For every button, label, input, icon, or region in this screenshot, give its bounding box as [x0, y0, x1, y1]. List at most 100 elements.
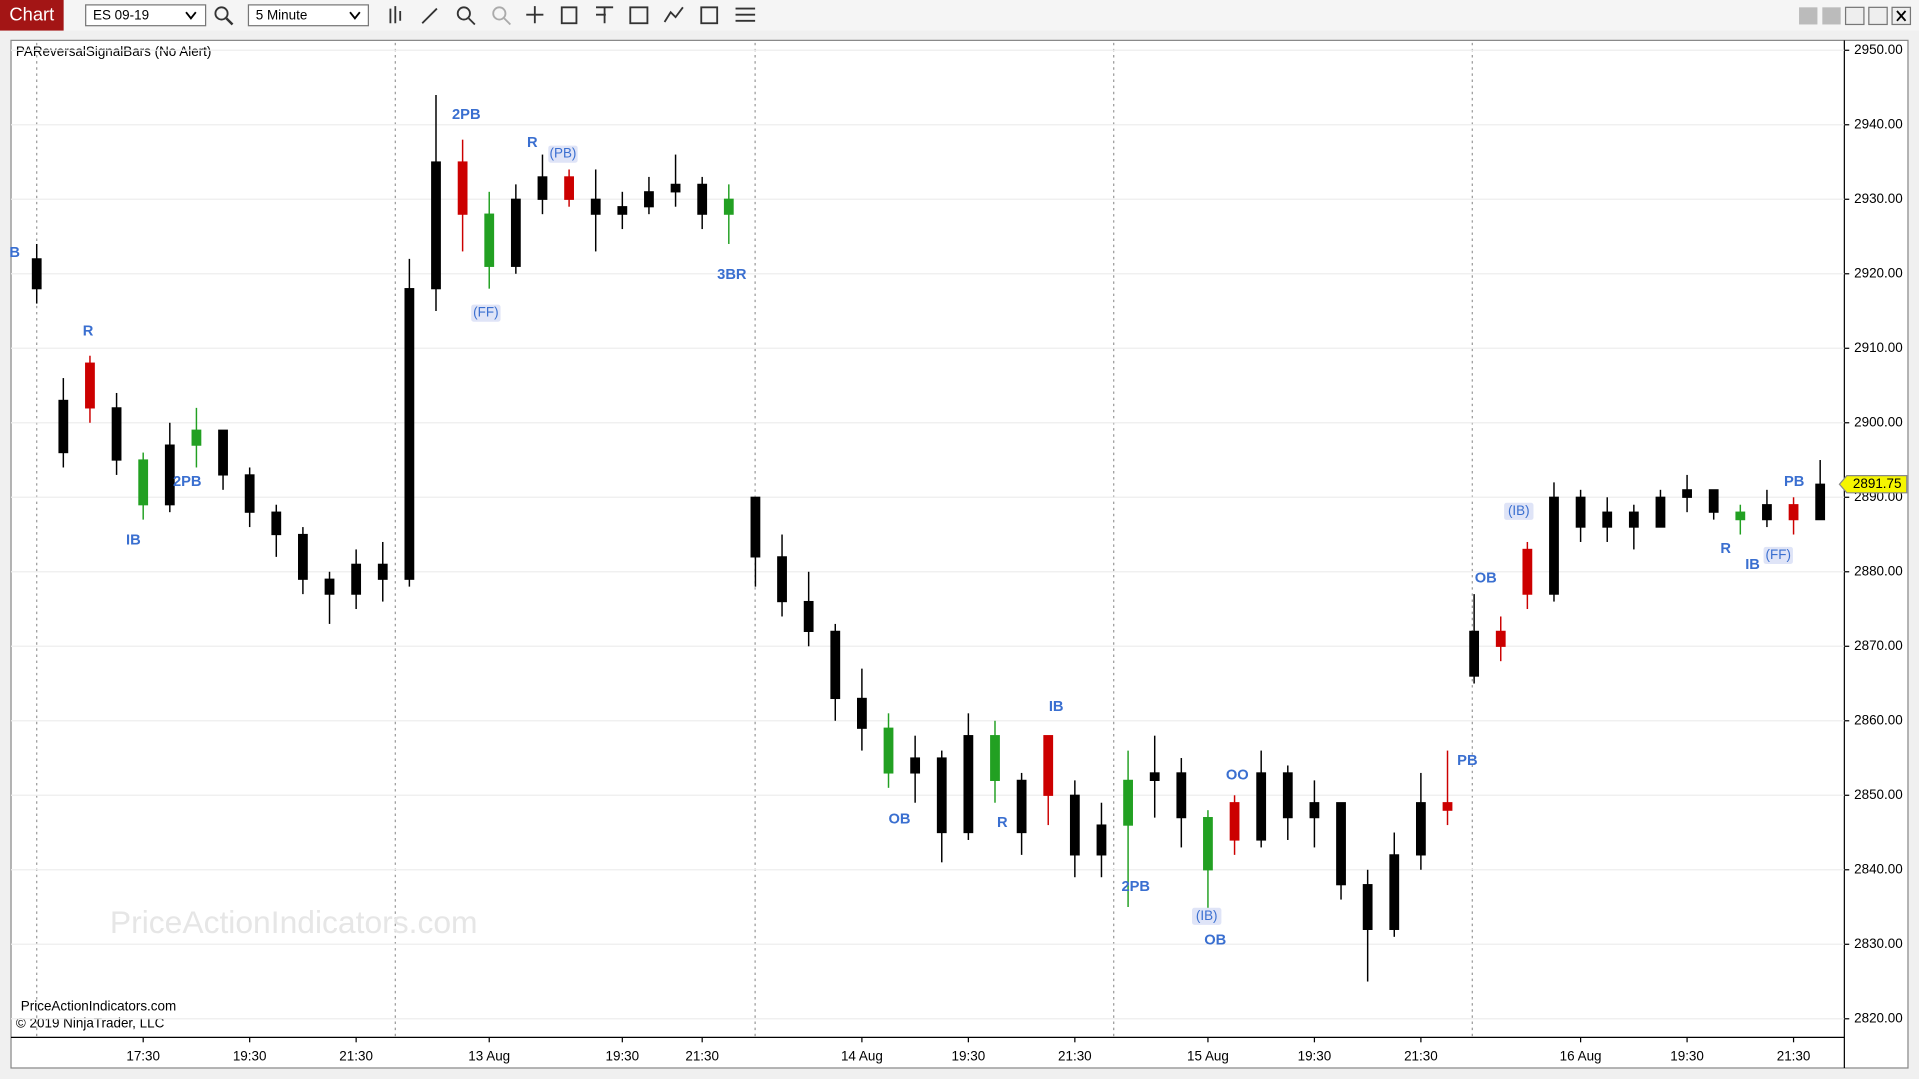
y-tick-label: 2900.00 — [1854, 414, 1903, 429]
candle-body — [1362, 884, 1373, 930]
candle-body — [1229, 802, 1240, 841]
y-tick-label: 2920.00 — [1854, 265, 1903, 280]
candle-body — [510, 198, 521, 267]
interval: 5 Minute — [256, 7, 308, 22]
annotation: (IB) — [1508, 503, 1530, 518]
candle-body — [1655, 496, 1666, 528]
candle-body — [1149, 772, 1160, 781]
candle-body — [1309, 802, 1320, 819]
y-tick-label: 2840.00 — [1854, 861, 1903, 876]
y-tick-label: 2910.00 — [1854, 340, 1903, 355]
annotation: OB — [889, 812, 911, 828]
annotation: OO — [1226, 767, 1249, 783]
annotation: PB — [1457, 753, 1477, 769]
search-icon[interactable] — [214, 6, 229, 21]
candle-body — [1415, 802, 1426, 856]
candle-body — [750, 496, 761, 558]
annotation: (IB) — [1196, 908, 1218, 923]
candle-body — [1628, 511, 1639, 528]
candle-body — [244, 474, 255, 513]
x-tick-label: 19:30 — [1670, 1049, 1704, 1064]
dropdown-arrow — [185, 11, 197, 20]
x-tick-label: 21:30 — [685, 1049, 719, 1064]
annotation: 2PB — [173, 474, 202, 490]
chart-panel — [10, 39, 1909, 1069]
y-tick-label: 2870.00 — [1854, 638, 1903, 653]
indicator-label: PAReversalSignalBars (No Alert) — [16, 44, 211, 59]
candle-body — [1708, 489, 1719, 513]
annotation: OB — [1475, 571, 1497, 587]
candle-body — [990, 735, 1000, 781]
candle-body — [1815, 483, 1826, 521]
candle-body — [218, 429, 228, 476]
annotation-box — [1763, 546, 1793, 564]
x-tick-label: 21:30 — [1777, 1049, 1811, 1064]
y-tick-label: 2820.00 — [1854, 1010, 1903, 1025]
last-price-marker — [1838, 475, 1908, 494]
x-tick-label: 19:30 — [233, 1049, 267, 1064]
x-tick-label: 21:30 — [339, 1049, 373, 1064]
y-tick-label: 2950.00 — [1854, 42, 1903, 57]
annotation: R — [997, 815, 1008, 831]
last-price-label: 2891.75 — [1853, 476, 1902, 491]
candle-body — [1682, 489, 1692, 498]
candle-body — [1735, 511, 1746, 521]
interval-select[interactable] — [247, 4, 369, 27]
candle-body — [1016, 779, 1027, 834]
candle-body — [1043, 735, 1054, 796]
candle-body — [910, 757, 921, 774]
candle-body — [723, 198, 734, 215]
x-tick-label: 19:30 — [1298, 1049, 1332, 1064]
candle-body — [351, 563, 362, 595]
candle-body — [1389, 854, 1400, 930]
candle-body — [537, 176, 548, 200]
dropdown-arrow — [349, 11, 361, 20]
annotation-box — [548, 145, 578, 163]
window-title: Chart — [9, 4, 54, 25]
annotation: 2PB — [1121, 879, 1150, 895]
instrument-select[interactable] — [85, 4, 207, 27]
candle-body — [564, 176, 574, 200]
window-buttons[interactable] — [1799, 6, 1912, 26]
candle-body — [1096, 824, 1107, 856]
annotation: (PB) — [550, 146, 577, 161]
candle-body — [111, 407, 122, 461]
y-tick-label: 2940.00 — [1854, 116, 1903, 131]
candle-body — [963, 735, 974, 834]
candle-body — [431, 161, 441, 290]
candle-body — [1522, 548, 1533, 595]
candle-body — [936, 757, 947, 834]
candle-body — [404, 288, 415, 580]
annotation-box — [471, 304, 501, 322]
window-tab[interactable] — [0, 0, 64, 31]
annotation-box — [1192, 907, 1222, 925]
x-tick-label: 19:30 — [606, 1049, 640, 1064]
watermark: PriceActionIndicators.com — [110, 904, 478, 940]
candle-body — [1442, 802, 1453, 811]
candle-body — [1469, 630, 1480, 677]
annotation: IB — [126, 533, 141, 549]
candle-body — [1256, 772, 1267, 841]
x-tick-label: 21:30 — [1058, 1049, 1092, 1064]
annotation: R — [83, 323, 94, 339]
candle-body — [1575, 496, 1586, 528]
candle-body — [324, 578, 335, 595]
candle-body — [298, 533, 308, 580]
annotation: R — [1720, 541, 1731, 557]
x-tick-label: 13 Aug — [468, 1049, 510, 1064]
candle-body — [1549, 496, 1559, 595]
x-tick-label: 15 Aug — [1187, 1049, 1229, 1064]
candle-body — [164, 444, 175, 506]
candle-body — [377, 563, 388, 580]
search-icon-handle — [225, 17, 234, 26]
annotation: B — [9, 245, 20, 261]
x-tick-label: 19:30 — [952, 1049, 986, 1064]
candle-body — [271, 511, 282, 536]
candle-body — [1203, 817, 1213, 871]
toolbar-icons[interactable] — [389, 6, 756, 26]
annotation: OB — [1204, 933, 1226, 949]
x-tick-label: 17:30 — [126, 1049, 160, 1064]
candle-body — [617, 206, 628, 215]
